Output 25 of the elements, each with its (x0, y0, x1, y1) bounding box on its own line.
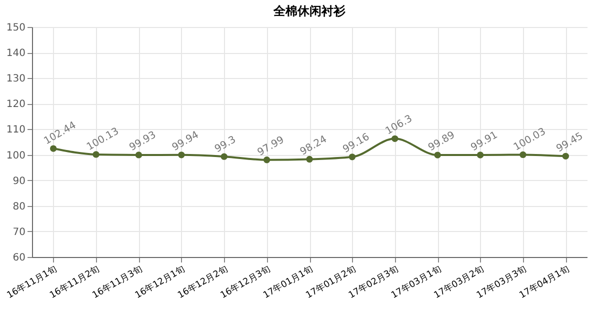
point (92, 151, 100, 158)
point (476, 152, 484, 158)
y-tick-label: 70 (12, 226, 26, 238)
point (220, 153, 228, 160)
point (263, 156, 270, 164)
y-tick-label: 150 (6, 22, 26, 34)
point (178, 152, 185, 158)
y-tick-label: 60 (12, 252, 26, 264)
y-tick-label: 100 (6, 150, 26, 162)
y-tick-label: 80 (12, 201, 26, 212)
point (50, 145, 57, 152)
point (562, 152, 570, 160)
point (135, 152, 142, 158)
y-tick-label: 110 (6, 124, 26, 136)
chart-title: 全棉休闲衬衫 (272, 4, 346, 18)
point (348, 154, 356, 160)
point (434, 152, 441, 158)
point (520, 151, 526, 158)
y-tick-label: 90 (12, 176, 26, 187)
y-tick-label: 120 (6, 99, 26, 110)
point (306, 156, 313, 163)
point (392, 135, 398, 142)
y-tick-label: 140 (6, 48, 26, 60)
y-tick-label: 130 (6, 74, 26, 85)
data-label: 99.3 (213, 134, 238, 156)
